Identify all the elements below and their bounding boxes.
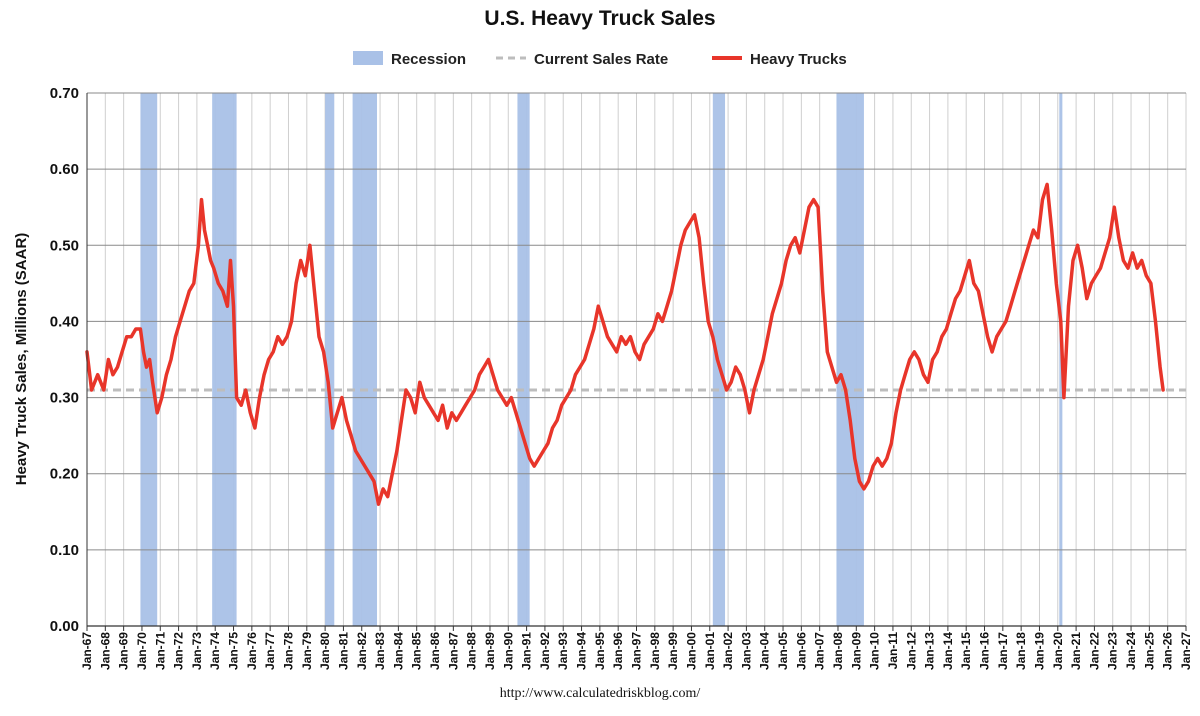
y-tick-label: 0.30 [50, 390, 79, 407]
x-tick-label: Jan-12 [904, 632, 918, 670]
x-tick-label: Jan-77 [263, 632, 277, 670]
recession-band [352, 93, 378, 626]
y-tick-label: 0.60 [50, 161, 79, 178]
x-tick-label: Jan-24 [1124, 632, 1138, 670]
x-tick-label: Jan-03 [739, 632, 753, 670]
x-tick-label: Jan-82 [355, 632, 369, 670]
x-tick-label: Jan-80 [318, 632, 332, 670]
x-tick-label: Jan-91 [520, 632, 534, 670]
legend-label-current-sales-rate: Current Sales Rate [534, 51, 668, 68]
x-tick-label: Jan-98 [648, 632, 662, 670]
x-tick-label: Jan-95 [593, 632, 607, 670]
x-tick-label: Jan-74 [208, 632, 222, 670]
y-axis-label: Heavy Truck Sales, Millions (SAAR) [13, 233, 30, 486]
y-tick-label: 0.10 [50, 542, 79, 559]
x-tick-label: Jan-96 [611, 632, 625, 670]
x-tick-label: Jan-25 [1142, 632, 1156, 670]
x-tick-label: Jan-85 [410, 632, 424, 670]
legend-swatch-recession [353, 51, 383, 65]
x-tick-label: Jan-71 [153, 632, 167, 670]
recession-band [325, 93, 335, 626]
y-tick-label: 0.40 [50, 313, 79, 330]
recession-band [836, 93, 864, 626]
x-tick-label: Jan-94 [575, 632, 589, 670]
x-tick-label: Jan-90 [501, 632, 515, 670]
x-tick-label: Jan-26 [1161, 632, 1175, 670]
x-tick-label: Jan-11 [886, 632, 900, 670]
x-tick-label: Jan-97 [630, 632, 644, 670]
legend-label-recession: Recession [391, 51, 466, 68]
x-tick-label: Jan-89 [483, 632, 497, 670]
x-tick-label: Jan-92 [538, 632, 552, 670]
x-tick-label: Jan-79 [300, 632, 314, 670]
x-tick-label: Jan-22 [1087, 632, 1101, 670]
x-tick-label: Jan-09 [849, 632, 863, 670]
x-tick-label: Jan-76 [245, 632, 259, 670]
plot-area: 0.00 0.10 0.20 0.30 0.40 0.50 0.60 0.70 Jan-67 Ja… [50, 85, 1193, 670]
x-tick-label: Jan-23 [1106, 632, 1120, 670]
x-tick-label: Jan-87 [446, 632, 460, 670]
x-tick-label: Jan-69 [117, 632, 131, 670]
recession-band [517, 93, 530, 626]
x-tick-label: Jan-19 [1032, 632, 1046, 670]
x-tick-label: Jan-05 [776, 632, 790, 670]
x-tick-label: Jan-68 [98, 632, 112, 670]
x-tick-label: Jan-83 [373, 632, 387, 670]
x-tick-label: Jan-00 [684, 632, 698, 670]
y-tick-label: 0.50 [50, 237, 79, 254]
x-tick-label: Jan-78 [281, 632, 295, 670]
x-tick-label: Jan-27 [1179, 632, 1193, 670]
x-tick-label: Jan-10 [868, 632, 882, 670]
x-tick-label: Jan-02 [721, 632, 735, 670]
x-tick-label: Jan-86 [428, 632, 442, 670]
x-tick-label: Jan-18 [1014, 632, 1028, 670]
x-tick-label: Jan-06 [794, 632, 808, 670]
chart-title: U.S. Heavy Truck Sales [484, 7, 715, 30]
x-tick-label: Jan-99 [666, 632, 680, 670]
x-tick-label: Jan-75 [227, 632, 241, 670]
x-tick-label: Jan-16 [978, 632, 992, 670]
x-tick-label: Jan-13 [923, 632, 937, 670]
x-tick-label: Jan-84 [391, 632, 405, 670]
x-tick-label: Jan-04 [758, 632, 772, 670]
y-tick-label: 0.70 [50, 85, 79, 102]
x-tick-label: Jan-67 [80, 632, 94, 670]
x-tick-label: Jan-70 [135, 632, 149, 670]
x-tick-label: Jan-20 [1051, 632, 1065, 670]
x-tick-label: Jan-17 [996, 632, 1010, 670]
recession-band [212, 93, 237, 626]
x-tick-label: Jan-08 [831, 632, 845, 670]
legend: Recession Current Sales Rate Heavy Truck… [353, 51, 847, 68]
x-tick-label: Jan-93 [556, 632, 570, 670]
x-tick-label: Jan-72 [172, 632, 186, 670]
x-tick-label: Jan-01 [703, 632, 717, 670]
y-tick-label: 0.20 [50, 466, 79, 483]
x-tick-label: Jan-73 [190, 632, 204, 670]
x-tick-label: Jan-07 [813, 632, 827, 670]
x-tick-label: Jan-21 [1069, 632, 1083, 670]
x-tick-label: Jan-14 [941, 632, 955, 670]
y-tick-label: 0.00 [50, 618, 79, 635]
legend-label-heavy-trucks: Heavy Trucks [750, 51, 847, 68]
x-tick-label: Jan-88 [465, 632, 479, 670]
series-line-heavy-trucks [85, 182, 1165, 506]
x-tick-label: Jan-15 [959, 632, 973, 670]
source-url: http://www.calculatedriskblog.com/ [500, 686, 701, 701]
x-tick-label: Jan-81 [336, 632, 350, 670]
